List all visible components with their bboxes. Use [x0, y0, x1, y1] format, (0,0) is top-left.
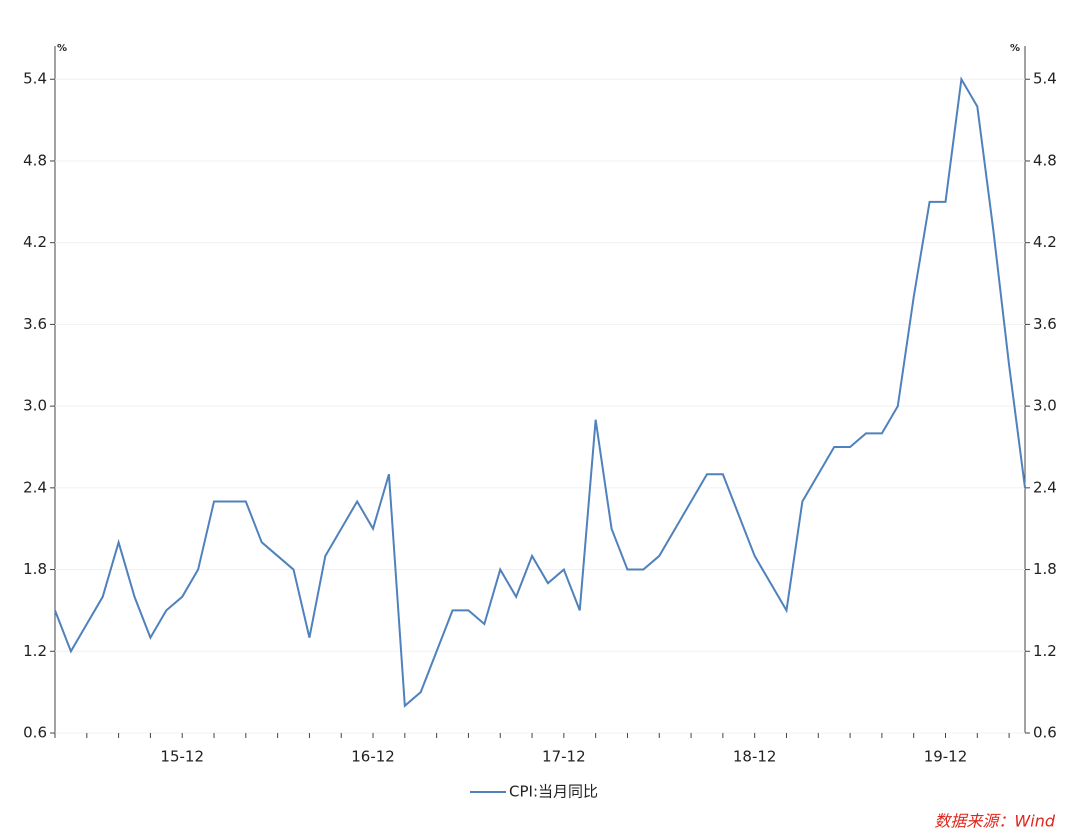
y2-tick-label: 3.6: [1033, 315, 1057, 333]
y2-tick-label: 2.4: [1033, 478, 1057, 496]
y2-tick-label: 4.8: [1033, 151, 1057, 169]
series-line: [54, 76, 1026, 708]
y-tick-label: 3.0: [23, 397, 47, 415]
y2-tick-label: 1.8: [1033, 560, 1057, 578]
x-tick-label: 18-12: [733, 748, 777, 766]
y-unit: %: [57, 43, 67, 54]
x-tick-label: 19-12: [924, 748, 968, 766]
legend-label: CPI:当月同比: [509, 783, 598, 801]
y-tick-label: 2.4: [23, 478, 47, 496]
y2-tick-label: 4.2: [1033, 233, 1057, 251]
y-tick-label: 1.2: [23, 642, 47, 660]
y2-tick-label: 0.6: [1033, 724, 1057, 742]
y-tick-label: 3.6: [23, 315, 47, 333]
x-tick-label: 15-12: [160, 748, 204, 766]
x-tick-label: 17-12: [542, 748, 586, 766]
y2-unit: %: [1010, 43, 1020, 54]
y2-tick-label: 3.0: [1033, 397, 1057, 415]
y-tick-label: 1.8: [23, 560, 47, 578]
y2-tick-label: 5.4: [1033, 70, 1057, 88]
y-tick-label: 5.4: [23, 70, 47, 88]
x-tick-label: 16-12: [351, 748, 395, 766]
y-tick-label: 0.6: [23, 724, 47, 742]
source: 数据来源：Wind: [934, 812, 1055, 831]
y2-tick-label: 1.2: [1033, 642, 1057, 660]
y-tick-label: 4.2: [23, 233, 47, 251]
y-tick-label: 4.8: [23, 151, 47, 169]
